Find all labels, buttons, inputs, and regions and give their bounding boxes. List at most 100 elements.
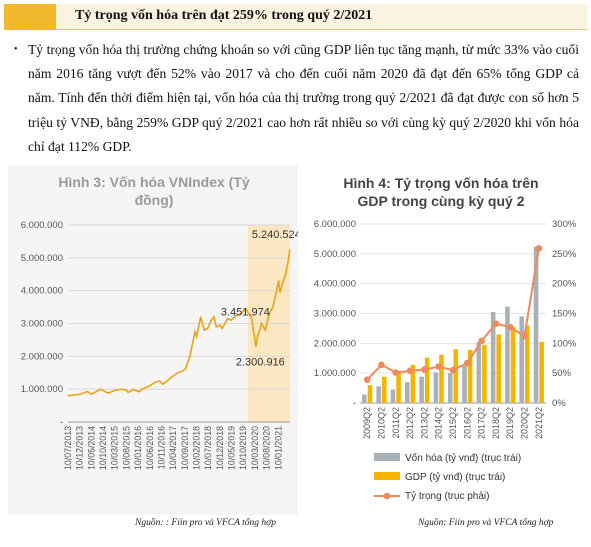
- y-tick-label: 4.000.000: [21, 286, 63, 297]
- annotation-label: 3.451.974: [221, 307, 270, 319]
- y2-tick-label: 250%: [552, 249, 577, 260]
- data-point: [215, 326, 217, 328]
- x-tick-label: 2012Q2: [405, 407, 415, 439]
- x-tick-label: 2019Q2: [505, 407, 515, 439]
- x-tick-label: 10/12/2013: [75, 426, 85, 470]
- figure-3-market-cap: Hình 3: Vốn hóa VNIndex (Tỷ đồng) - 1.000.0…: [8, 165, 301, 515]
- y2-tick-label: 200%: [552, 279, 577, 290]
- data-point: [132, 388, 135, 391]
- bar-market-cap: [390, 389, 396, 403]
- data-point: [260, 322, 263, 325]
- ratio-marker: [406, 367, 414, 375]
- bar-gdp: [510, 326, 516, 403]
- data-point: [181, 370, 184, 372]
- data-point: [121, 388, 123, 390]
- source-note-left: Nguồn: : Fiin pro và VFCA tổng hợp: [135, 518, 276, 528]
- data-point: [194, 331, 196, 333]
- chart-4-svg: Hình 4: Tỷ trọng vốn hóa trên GDP trong c…: [314, 175, 577, 502]
- data-point: [153, 382, 156, 384]
- x-tick-label: 2021Q2: [534, 407, 544, 439]
- bar-market-cap: [433, 372, 439, 403]
- x-tick-label: 10/07/2013: [63, 426, 73, 470]
- bullet-marker: •: [14, 44, 18, 55]
- y-tick-label: 5.000.000: [314, 249, 356, 260]
- data-point: [203, 329, 205, 331]
- chart-3-title-line: đồng): [135, 192, 174, 208]
- data-point: [289, 249, 291, 251]
- data-point: [195, 336, 198, 338]
- data-point: [67, 395, 69, 397]
- section-title: Tỷ trọng vốn hóa trên đạt 259% trong quý…: [75, 8, 373, 23]
- data-point: [184, 368, 187, 370]
- x-tick-label: 10/09/2017: [180, 426, 190, 470]
- ratio-marker: [435, 363, 442, 370]
- data-point: [226, 317, 229, 320]
- data-point: [138, 391, 140, 393]
- data-point: [278, 280, 280, 282]
- bar-market-cap: [447, 373, 453, 403]
- data-point: [142, 388, 144, 390]
- y-tick-label: -: [60, 417, 63, 428]
- bar-market-cap: [404, 382, 410, 403]
- series-line: [67, 249, 291, 397]
- body-paragraph: • Tỷ trọng vốn hóa thị trường chứng khoá…: [14, 38, 579, 159]
- x-tick-label: 10/07/2018: [203, 426, 213, 470]
- ratio-marker: [478, 337, 485, 345]
- bar-market-cap: [533, 246, 539, 403]
- chart-4-title-line: GDP trong cùng kỳ quý 2: [358, 193, 525, 209]
- data-point: [90, 393, 92, 395]
- legend-label: Tỷ trọng (trục phải): [405, 490, 489, 502]
- ratio-marker: [421, 366, 428, 373]
- y2-tick-label: 150%: [552, 309, 577, 320]
- chart-3-svg: Hình 3: Vốn hóa VNIndex (Tỷ đồng) - 1.000.0…: [21, 174, 301, 470]
- bar-gdp: [539, 341, 544, 403]
- data-point: [200, 316, 202, 318]
- x-tick-label: 2010Q2: [376, 407, 386, 439]
- bar-gdp: [396, 370, 401, 403]
- ratio-marker: [392, 369, 400, 376]
- legend-label: GDP (tỷ vnđ) (trục trái): [405, 471, 505, 483]
- bar-gdp: [439, 354, 444, 403]
- bar-gdp: [410, 364, 416, 403]
- bar-gdp: [496, 334, 502, 403]
- legend-swatch-ratio-marker: [383, 492, 391, 500]
- section-header: [4, 4, 587, 30]
- data-point: [219, 324, 221, 326]
- data-point: [99, 388, 101, 390]
- source-note-right: Nguồn: Fiin pro và VFCA tổng hợp: [418, 518, 554, 528]
- bar-market-cap: [519, 316, 525, 403]
- header-accent-block: [4, 4, 56, 30]
- data-point: [245, 308, 247, 310]
- data-point: [72, 394, 74, 396]
- y2-tick-label: 0%: [552, 398, 566, 409]
- x-tick-label: 10/05/2019: [226, 426, 236, 470]
- data-point: [256, 336, 259, 338]
- x-tick-label: 10/03/2015: [110, 426, 120, 470]
- x-tick-label: 10/08/2020: [262, 426, 272, 470]
- data-point: [177, 372, 179, 374]
- ratio-marker: [378, 361, 385, 369]
- ratio-marker: [363, 376, 371, 384]
- x-tick-label: 10/10/2014: [98, 426, 108, 470]
- data-point: [148, 385, 151, 387]
- data-point: [264, 329, 266, 331]
- data-point: [158, 380, 161, 382]
- x-tick-label: 10/04/2017: [168, 426, 178, 470]
- y2-tick-label: 100%: [552, 338, 577, 349]
- y-tick-label: 2.000.000: [21, 351, 63, 362]
- data-point: [210, 319, 212, 321]
- x-tick-label: 2009Q2: [362, 407, 372, 439]
- x-tick-label: 10/01/2021: [273, 426, 283, 470]
- data-point: [272, 306, 274, 308]
- x-tick-label: 2015Q2: [448, 407, 458, 439]
- y-tick-label: 5.000.000: [21, 253, 63, 264]
- bar-market-cap: [505, 306, 510, 403]
- figure-4-cap-to-gdp: Hình 4: Tỷ trọng vốn hóa trên GDP trong c…: [306, 165, 591, 515]
- ratio-marker: [464, 359, 471, 367]
- ratio-marker: [449, 366, 457, 374]
- data-point: [95, 390, 97, 393]
- ratio-marker: [521, 332, 528, 340]
- data-point: [252, 326, 254, 328]
- data-point: [170, 377, 172, 379]
- x-tick-label: 10/02/2018: [192, 426, 202, 470]
